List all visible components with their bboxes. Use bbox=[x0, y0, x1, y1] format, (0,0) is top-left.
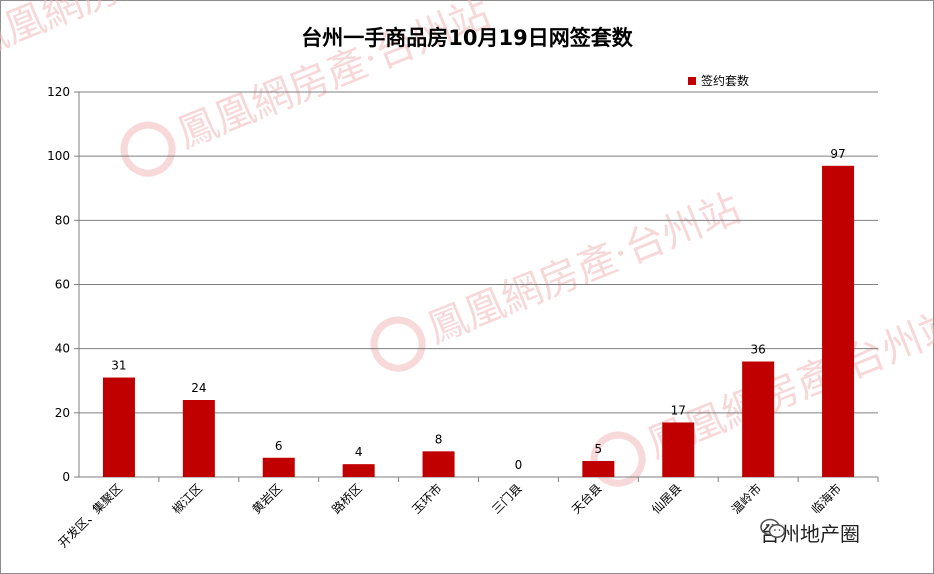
wechat-icon bbox=[760, 518, 786, 538]
bar bbox=[102, 377, 135, 477]
legend-swatch bbox=[688, 76, 696, 85]
bar bbox=[182, 400, 215, 477]
x-tick-label: 三门县 bbox=[488, 481, 524, 517]
x-tick-label: 路桥区 bbox=[329, 481, 365, 517]
y-tick-label: 80 bbox=[55, 213, 70, 227]
x-tick-label: 天台县 bbox=[568, 481, 604, 517]
watermark-logo-icon bbox=[120, 121, 176, 177]
watermark-logo-icon bbox=[370, 316, 426, 372]
bar bbox=[662, 422, 695, 477]
bar bbox=[262, 457, 295, 477]
y-tick-label: 20 bbox=[55, 406, 70, 420]
bar bbox=[582, 460, 615, 477]
data-label: 97 bbox=[830, 147, 845, 161]
y-tick-label: 0 bbox=[62, 470, 70, 484]
legend: 签约套数 bbox=[688, 72, 749, 89]
y-tick-label: 40 bbox=[55, 342, 70, 356]
account-badge: 台州地产圈 bbox=[760, 518, 860, 547]
data-label: 36 bbox=[751, 343, 766, 357]
data-label: 6 bbox=[275, 439, 283, 453]
data-label: 4 bbox=[355, 445, 363, 459]
x-tick-label: 仙居县 bbox=[649, 481, 684, 516]
x-tick-label: 温岭市 bbox=[728, 481, 764, 517]
data-label: 5 bbox=[595, 442, 603, 456]
x-tick-label: 黄岩区 bbox=[249, 481, 285, 517]
legend-label: 签约套数 bbox=[701, 74, 750, 88]
bar bbox=[342, 464, 375, 477]
x-tick-label: 开发区、集聚区 bbox=[55, 481, 125, 551]
bar bbox=[422, 451, 455, 477]
x-tick-label: 椒江区 bbox=[170, 481, 205, 516]
y-tick-label: 120 bbox=[47, 85, 70, 99]
data-label: 31 bbox=[111, 359, 126, 373]
data-label: 0 bbox=[515, 458, 523, 472]
x-tick-label: 临海市 bbox=[808, 481, 844, 517]
x-tick-label: 玉环市 bbox=[409, 481, 445, 517]
bar bbox=[822, 165, 855, 477]
y-tick-label: 60 bbox=[55, 278, 70, 292]
bar bbox=[742, 361, 775, 477]
data-label: 24 bbox=[191, 381, 206, 395]
data-label: 8 bbox=[435, 432, 443, 446]
y-tick-label: 100 bbox=[47, 149, 70, 163]
data-label: 17 bbox=[671, 403, 686, 417]
chart-title: 台州一手商品房10月19日网签套数 bbox=[301, 26, 633, 50]
